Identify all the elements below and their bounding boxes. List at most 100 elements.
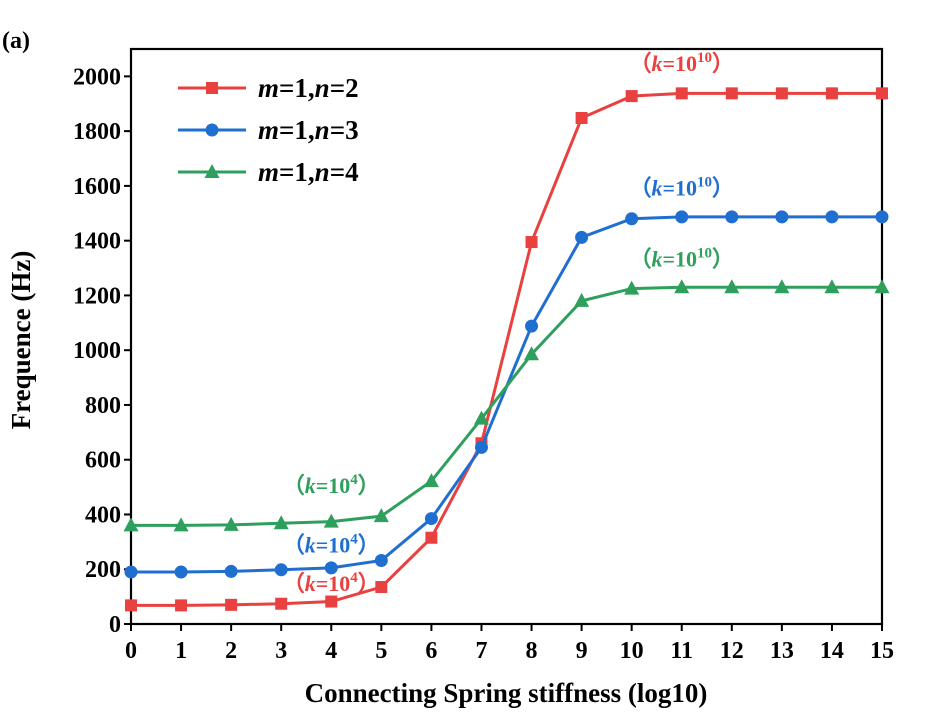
data-point	[775, 87, 788, 100]
data-point	[473, 410, 489, 425]
series-3	[123, 279, 890, 532]
y-tick-label: 1000	[73, 338, 121, 364]
x-tick-label: 1	[175, 638, 187, 664]
data-point	[575, 230, 589, 244]
data-point	[373, 508, 389, 523]
x-tick-label: 4	[325, 638, 337, 664]
data-point	[474, 440, 488, 454]
x-tick-label: 8	[526, 638, 538, 664]
legend-marker	[204, 164, 220, 178]
x-tick-label: 15	[870, 638, 894, 664]
x-tick-label: 7	[475, 638, 487, 664]
x-tick-label: 0	[125, 638, 137, 664]
x-tick-label: 2	[225, 638, 237, 664]
annotation-label: （k=1010）	[629, 246, 734, 272]
data-point	[424, 512, 438, 526]
y-tick-label: 800	[85, 393, 121, 419]
x-tick-label: 11	[670, 638, 693, 664]
annotation-label: （k=104）	[283, 570, 380, 596]
x-axis-label: Connecting Spring stiffness (log10)	[305, 678, 708, 708]
legend-item-3: m=1,n=4	[178, 157, 359, 187]
annotation-layer: （k=104） （k=104） （k=104） （k=1010） （k=1010） （k=…	[283, 50, 734, 596]
data-point	[173, 517, 189, 532]
data-point	[323, 513, 339, 528]
data-point	[223, 516, 239, 531]
x-tick-label: 14	[820, 638, 844, 664]
data-point	[324, 561, 338, 575]
data-point	[876, 87, 888, 100]
x-tick-label: 13	[770, 638, 794, 664]
data-point	[375, 581, 388, 594]
data-point	[124, 565, 138, 579]
data-point	[774, 279, 790, 294]
y-tick-label: 600	[85, 448, 121, 474]
y-tick-label: 1800	[73, 119, 121, 145]
y-tick-label: 400	[85, 502, 121, 528]
data-point	[175, 599, 188, 612]
legend-label: m=1,n=2	[258, 73, 359, 103]
data-point	[274, 563, 288, 577]
data-point	[675, 87, 688, 100]
data-point	[525, 319, 539, 333]
data-point	[174, 565, 188, 579]
data-point	[674, 279, 690, 294]
annotation-label: （k=1010）	[629, 174, 734, 200]
legend-marker	[205, 123, 219, 137]
series-1	[125, 87, 888, 612]
panel-label: (a)	[2, 28, 30, 54]
annotation-label: （k=104）	[283, 531, 380, 557]
data-point	[125, 599, 137, 612]
legend-label: m=1,n=4	[258, 157, 359, 187]
data-point	[423, 473, 439, 488]
x-tick-label: 9	[576, 638, 588, 664]
annotation-label: （k=104）	[283, 472, 380, 498]
data-point	[675, 210, 689, 224]
legend-marker	[206, 82, 218, 94]
data-point	[625, 212, 639, 226]
y-tick-label: 1200	[73, 283, 121, 309]
x-tick-label: 3	[275, 638, 287, 664]
data-point	[874, 279, 890, 294]
legend: m=1,n=2 m=1,n=3 m=1,n=4	[178, 73, 359, 187]
x-tick-label: 5	[375, 638, 387, 664]
data-point	[325, 595, 338, 608]
data-point	[574, 292, 590, 307]
legend-item-1: m=1,n=2	[178, 73, 359, 103]
plot-frame	[129, 47, 884, 626]
data-point	[825, 210, 839, 224]
y-axis-label: Frequence (Hz)	[6, 251, 36, 430]
data-point	[824, 279, 840, 294]
legend-label: m=1,n=3	[258, 115, 359, 145]
data-point	[875, 210, 889, 224]
data-point	[374, 553, 388, 567]
y-tick-label: 200	[85, 557, 121, 583]
data-point	[725, 210, 739, 224]
y-tick-label: 1400	[73, 229, 121, 255]
y-tick-label: 1600	[73, 174, 121, 200]
data-point	[123, 517, 139, 532]
x-tick-label: 6	[425, 638, 437, 664]
data-point	[525, 236, 538, 249]
data-point	[624, 280, 640, 295]
x-tick-label: 12	[720, 638, 744, 664]
data-point	[224, 564, 238, 578]
series-line	[131, 285, 882, 527]
x-tick-label: 10	[620, 638, 644, 664]
annotation-label: （k=1010）	[629, 50, 734, 76]
data-point	[524, 346, 540, 361]
data-point	[273, 515, 289, 530]
series-line	[131, 91, 882, 607]
data-point	[275, 597, 288, 610]
data-point	[775, 210, 789, 224]
data-point	[725, 87, 738, 100]
series-line	[131, 215, 882, 574]
data-point	[225, 598, 238, 611]
y-axis: 0 200 400 600 800 1000 1200 1400 1600 1800 2000	[73, 64, 131, 638]
legend-item-2: m=1,n=3	[178, 115, 359, 145]
data-point	[724, 279, 740, 294]
y-tick-label: 2000	[73, 64, 121, 90]
series-layer	[123, 87, 890, 612]
data-point	[625, 90, 638, 103]
plot-border	[129, 47, 884, 626]
